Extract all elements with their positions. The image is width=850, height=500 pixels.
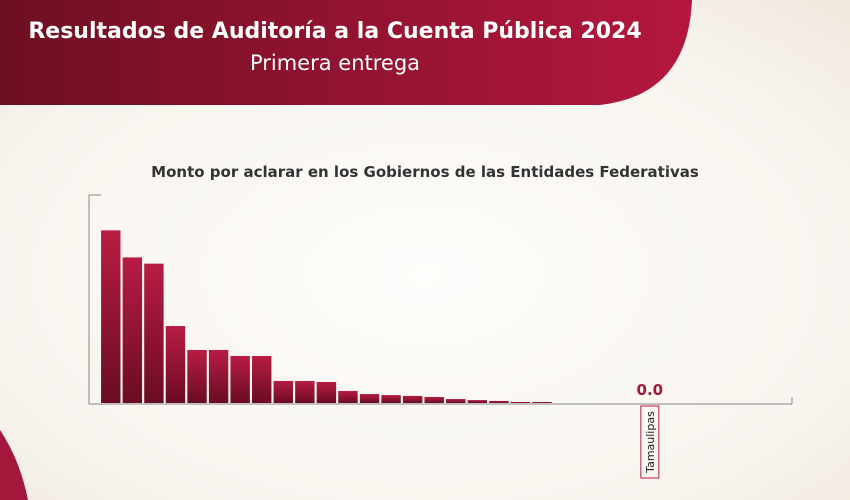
bar — [532, 401, 552, 403]
bar — [122, 257, 143, 403]
bar — [446, 399, 466, 403]
category-label-group: Tamaulipas — [640, 405, 660, 479]
chart-title: Monto por aclarar en los Gobiernos de la… — [151, 163, 699, 181]
x-tick-label: Tamaulipas — [644, 411, 657, 474]
bar — [467, 400, 488, 403]
slide-title: Resultados de Auditoría a la Cuenta Públ… — [28, 19, 641, 44]
category-label-box — [640, 405, 660, 479]
bar — [489, 400, 509, 403]
bar — [359, 394, 380, 403]
corner-accent — [0, 430, 28, 500]
bar — [316, 381, 337, 403]
slide-subtitle: Primera entrega — [250, 51, 420, 75]
bar — [295, 380, 315, 403]
bar — [208, 349, 229, 403]
bar — [424, 396, 444, 403]
bar — [187, 349, 207, 403]
bar — [165, 326, 186, 403]
bar — [381, 395, 401, 403]
bar — [230, 355, 250, 403]
bar — [252, 355, 272, 403]
value-label: 0.0 — [637, 381, 664, 399]
bar — [338, 390, 358, 403]
banner — [0, 0, 692, 105]
bar — [101, 230, 121, 403]
bar — [273, 380, 293, 403]
bar — [402, 395, 423, 403]
bar — [510, 401, 531, 403]
bar — [144, 263, 164, 403]
